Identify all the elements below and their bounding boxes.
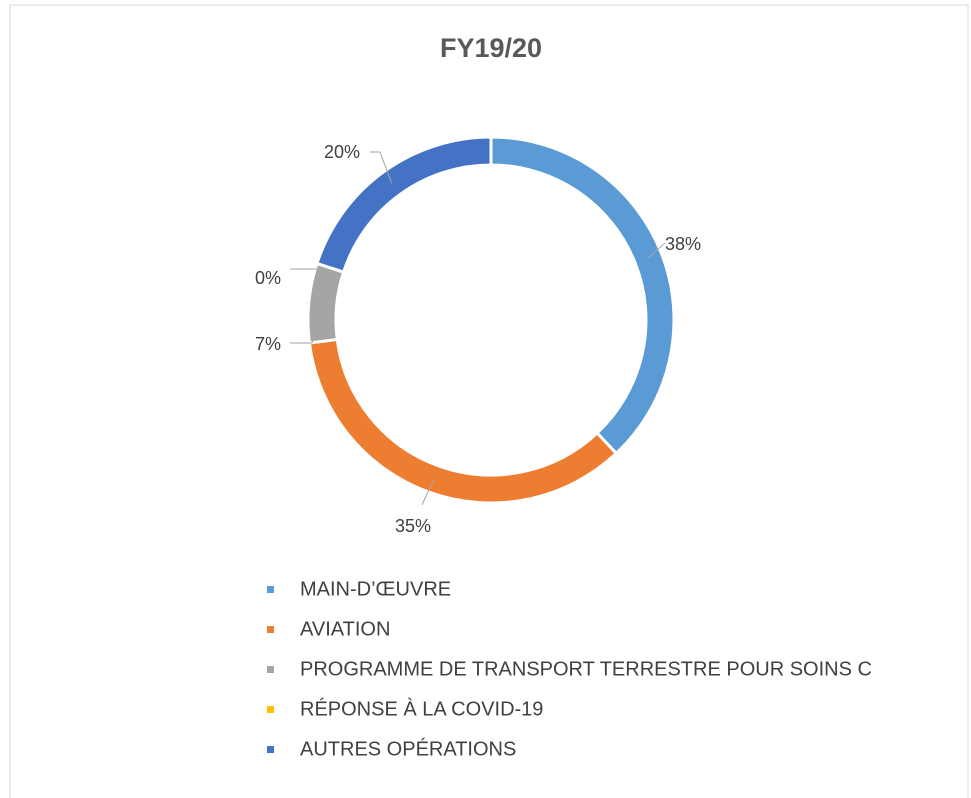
legend-swatch	[267, 586, 274, 593]
legend-label: RÉPONSE À LA COVID-19	[300, 697, 543, 720]
legend-swatch	[267, 666, 274, 673]
legend-swatch	[267, 626, 274, 633]
doughnut-segment	[315, 135, 493, 274]
chart-title: FY19/20	[440, 33, 542, 63]
leader-line	[370, 151, 393, 184]
data-label: 7%	[255, 334, 281, 354]
leader-line	[290, 303, 324, 344]
data-label: 38%	[665, 234, 701, 254]
legend-label: AVIATION	[300, 618, 390, 640]
legend-label: PROGRAMME DE TRANSPORT TERRESTRE POUR SO…	[300, 658, 872, 680]
data-label: 20%	[324, 142, 360, 162]
legend-swatch	[267, 706, 274, 713]
leader-line	[421, 478, 435, 506]
legend-label: MAIN-D’ŒUVRE	[300, 578, 451, 600]
leader-line	[647, 242, 666, 259]
legend-label: AUTRES OPÉRATIONS	[300, 737, 516, 760]
legend-swatch	[267, 746, 274, 753]
data-label: 35%	[395, 516, 431, 536]
data-label: 0%	[255, 268, 281, 288]
